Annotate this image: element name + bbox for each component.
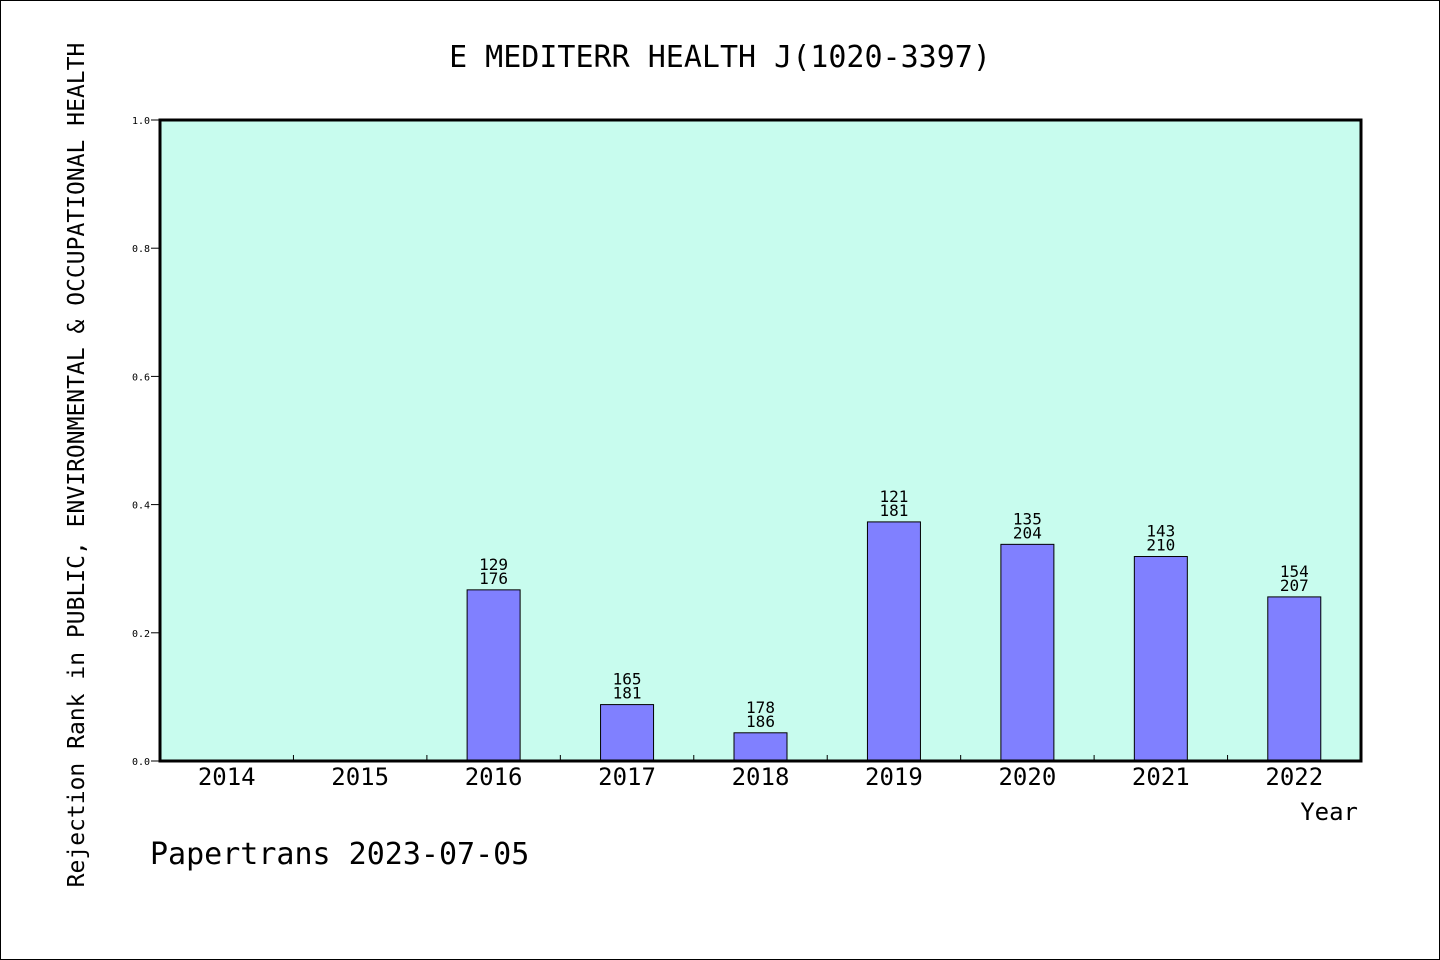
bar-rank-label: 143 <box>1146 522 1175 541</box>
bar-rank-label: 154 <box>1280 562 1309 581</box>
y-tick-label: 0.2 <box>132 629 150 640</box>
y-axis-ticks: 0.0 0.2 0.4 0.6 0.8 1.0 <box>132 116 160 768</box>
bar-total-label: 181 <box>613 684 642 703</box>
y-tick-label: 0.0 <box>132 757 150 768</box>
bar-total-label: 204 <box>1013 523 1042 542</box>
bar-2019 <box>866 521 921 762</box>
bar-total-label: 210 <box>1146 536 1175 555</box>
x-axis-ticks: 2014 2015 2016 2017 2018 2019 2020 2021 2022 <box>198 755 1323 791</box>
x-tick-label: 2014 <box>198 763 256 791</box>
bar-rank-label: 178 <box>746 698 775 717</box>
x-tick-label: 2018 <box>732 763 790 791</box>
y-tick-label: 1.0 <box>132 116 150 127</box>
x-axis-label: Year <box>1300 798 1358 826</box>
bar-2017 <box>600 704 655 762</box>
y-tick-label: 0.8 <box>132 244 150 255</box>
x-tick-label: 2017 <box>598 763 656 791</box>
x-tick-label: 2019 <box>865 763 923 791</box>
y-axis-label: Rejection Rank in PUBLIC, ENVIRONMENTAL … <box>64 43 90 888</box>
bar-total-label: 176 <box>479 569 508 588</box>
x-tick-label: 2015 <box>331 763 389 791</box>
bar-2022 <box>1267 596 1322 762</box>
bar-2016 <box>466 589 521 762</box>
bar-total-label: 181 <box>879 501 908 520</box>
y-tick-label: 0.4 <box>132 501 150 512</box>
bar-rank-label: 165 <box>613 670 642 689</box>
bar-rank-label: 121 <box>879 487 908 506</box>
credit-text: Papertrans 2023-07-05 <box>150 837 529 872</box>
bar-total-label: 207 <box>1280 576 1309 595</box>
y-tick-label: 0.6 <box>132 372 150 383</box>
bar-2018 <box>733 732 788 762</box>
x-tick-label: 2021 <box>1132 763 1190 791</box>
bar-2021 <box>1133 556 1188 762</box>
bar-2020 <box>1000 543 1055 762</box>
chart-title: E MEDITERR HEALTH J(1020-3397) <box>449 40 991 75</box>
x-tick-label: 2016 <box>465 763 523 791</box>
bar-rank-label: 135 <box>1013 509 1042 528</box>
bar-total-label: 186 <box>746 712 775 731</box>
x-tick-label: 2020 <box>998 763 1056 791</box>
plot-border <box>158 118 1363 763</box>
x-tick-label: 2022 <box>1265 763 1323 791</box>
bar-rank-label: 129 <box>479 555 508 574</box>
